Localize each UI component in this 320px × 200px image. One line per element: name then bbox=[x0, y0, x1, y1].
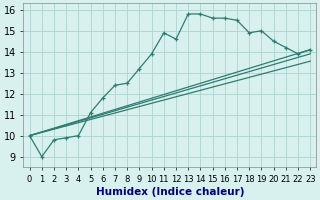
X-axis label: Humidex (Indice chaleur): Humidex (Indice chaleur) bbox=[96, 187, 244, 197]
